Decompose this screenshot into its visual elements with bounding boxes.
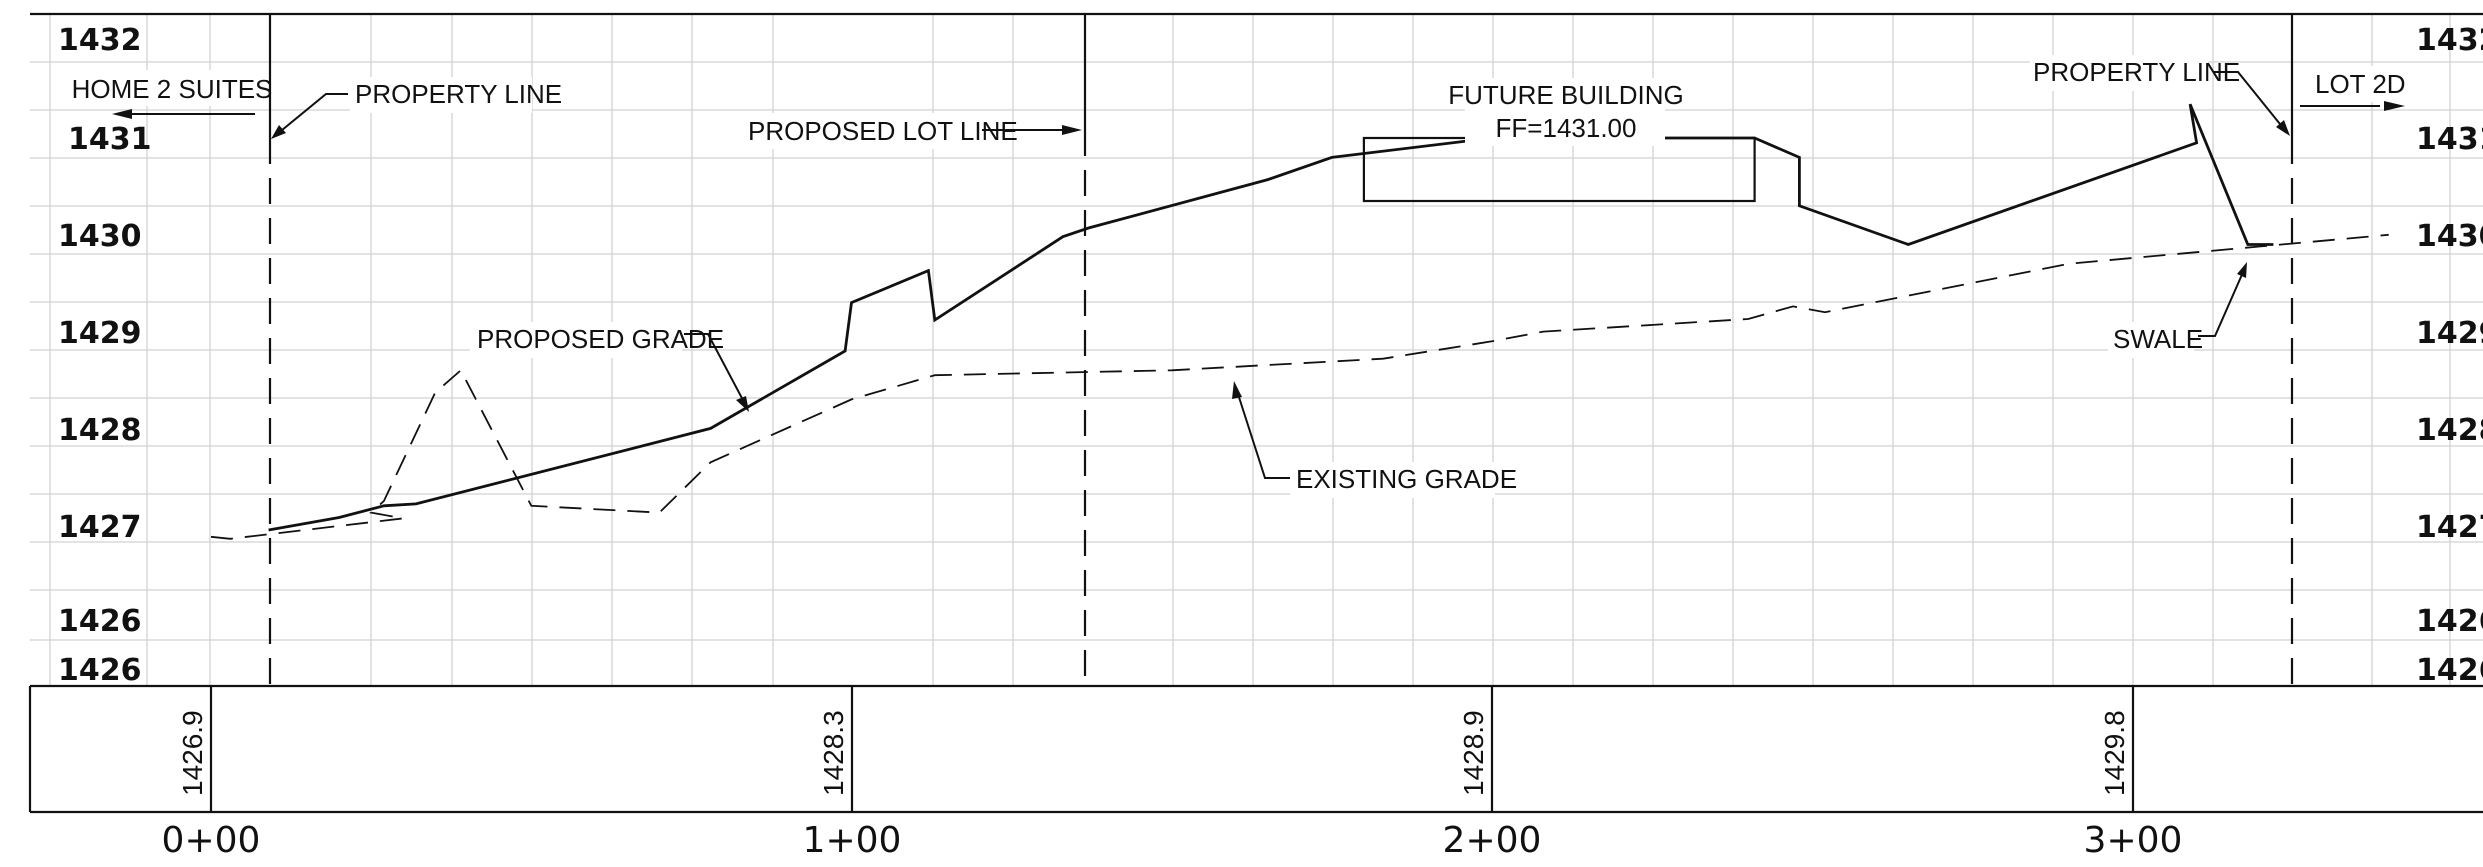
existing-grade-note: EXISTING GRADE bbox=[1296, 464, 1517, 494]
note-background bbox=[745, 113, 973, 149]
elevation-label: 1426 bbox=[58, 653, 142, 688]
elevation-label: 1428 bbox=[2416, 413, 2483, 448]
background-grid bbox=[30, 14, 2483, 685]
arrowhead bbox=[2384, 101, 2405, 111]
arrowhead bbox=[1232, 381, 1242, 399]
station-label: 2+00 bbox=[1443, 820, 1542, 861]
leader-line bbox=[275, 93, 348, 136]
band-elevation-value: 1426.9 bbox=[177, 710, 208, 796]
elevation-label: 1432 bbox=[2416, 23, 2483, 58]
station-label: 3+00 bbox=[2084, 820, 2183, 861]
leader-line bbox=[684, 333, 745, 403]
elevation-axis-left: 1432 1431 1430 1429 1428 1427 1426 1426 bbox=[58, 23, 152, 688]
future-building-note: FUTURE BUILDING bbox=[1448, 80, 1683, 110]
profile-vertical-lines bbox=[268, 14, 2294, 686]
note-background bbox=[1290, 462, 1495, 498]
note-background bbox=[80, 70, 262, 106]
band-station-lines bbox=[209, 686, 2135, 812]
elevation-axis-right: 1432 1431 1430 1429 1428 1427 1426 1426 bbox=[2416, 23, 2483, 688]
drawing-frame bbox=[28, 12, 2483, 814]
arrowhead bbox=[112, 109, 132, 119]
arrowhead bbox=[2276, 120, 2290, 136]
arrowhead bbox=[1062, 125, 1082, 135]
elevation-label: 1428 bbox=[58, 413, 142, 448]
proposed-grade-line bbox=[268, 103, 2274, 532]
station-label: 1+00 bbox=[803, 820, 902, 861]
proposed-lot-line-note: PROPOSED LOT LINE bbox=[748, 116, 1018, 146]
note-background bbox=[2030, 55, 2208, 91]
leader-line bbox=[1236, 390, 1290, 479]
finished-floor-note: FF=1431.00 bbox=[1496, 113, 1637, 143]
elevation-label: 1430 bbox=[58, 219, 142, 254]
note-background bbox=[2305, 66, 2395, 102]
elevation-label: 1426 bbox=[58, 604, 142, 639]
lot-2d-note: LOT 2D bbox=[2315, 69, 2406, 99]
property-line-left-note: PROPERTY LINE bbox=[355, 79, 562, 109]
station-axis: 0+00 1+00 2+00 3+00 bbox=[162, 820, 2183, 861]
band-elevation-value: 1428.9 bbox=[1458, 710, 1489, 796]
elevation-label: 1426 bbox=[2416, 653, 2483, 688]
band-elevation-value: 1429.8 bbox=[2099, 710, 2130, 796]
elevation-label: 1427 bbox=[58, 510, 142, 545]
note-background bbox=[350, 77, 532, 113]
arrowhead bbox=[2237, 262, 2247, 278]
existing-grade-line bbox=[210, 233, 2389, 540]
elevation-band: 1426.9 1428.3 1428.9 1429.8 bbox=[177, 710, 2130, 796]
grade-lines bbox=[210, 103, 2389, 540]
swale-note: SWALE bbox=[2113, 324, 2203, 354]
band-elevation-value: 1428.3 bbox=[818, 710, 849, 796]
elevation-label: 1427 bbox=[2416, 510, 2483, 545]
station-label: 0+00 bbox=[162, 820, 261, 861]
elevation-label: 1429 bbox=[58, 316, 142, 351]
note-background bbox=[470, 322, 682, 358]
elevation-label: 1430 bbox=[2416, 219, 2483, 254]
elevation-label: 1429 bbox=[2416, 316, 2483, 351]
elevation-label: 1431 bbox=[2416, 122, 2483, 157]
note-background bbox=[1465, 78, 1665, 146]
elevation-label: 1426 bbox=[2416, 604, 2483, 639]
home-2-suites-note: HOME 2 SUITES bbox=[72, 74, 273, 104]
leader-line bbox=[2198, 269, 2245, 337]
elevation-label: 1432 bbox=[58, 23, 142, 58]
elevation-label: 1431 bbox=[68, 122, 152, 157]
note-background bbox=[2108, 322, 2194, 358]
proposed-grade-note: PROPOSED GRADE bbox=[477, 324, 724, 354]
arrowhead bbox=[271, 125, 286, 139]
property-line-right-note: PROPERTY LINE bbox=[2033, 57, 2240, 87]
annotations: HOME 2 SUITES PROPERTY LINE PROPOSED LOT… bbox=[72, 55, 2406, 498]
leader-line bbox=[2214, 71, 2285, 130]
arrowhead bbox=[736, 396, 749, 412]
